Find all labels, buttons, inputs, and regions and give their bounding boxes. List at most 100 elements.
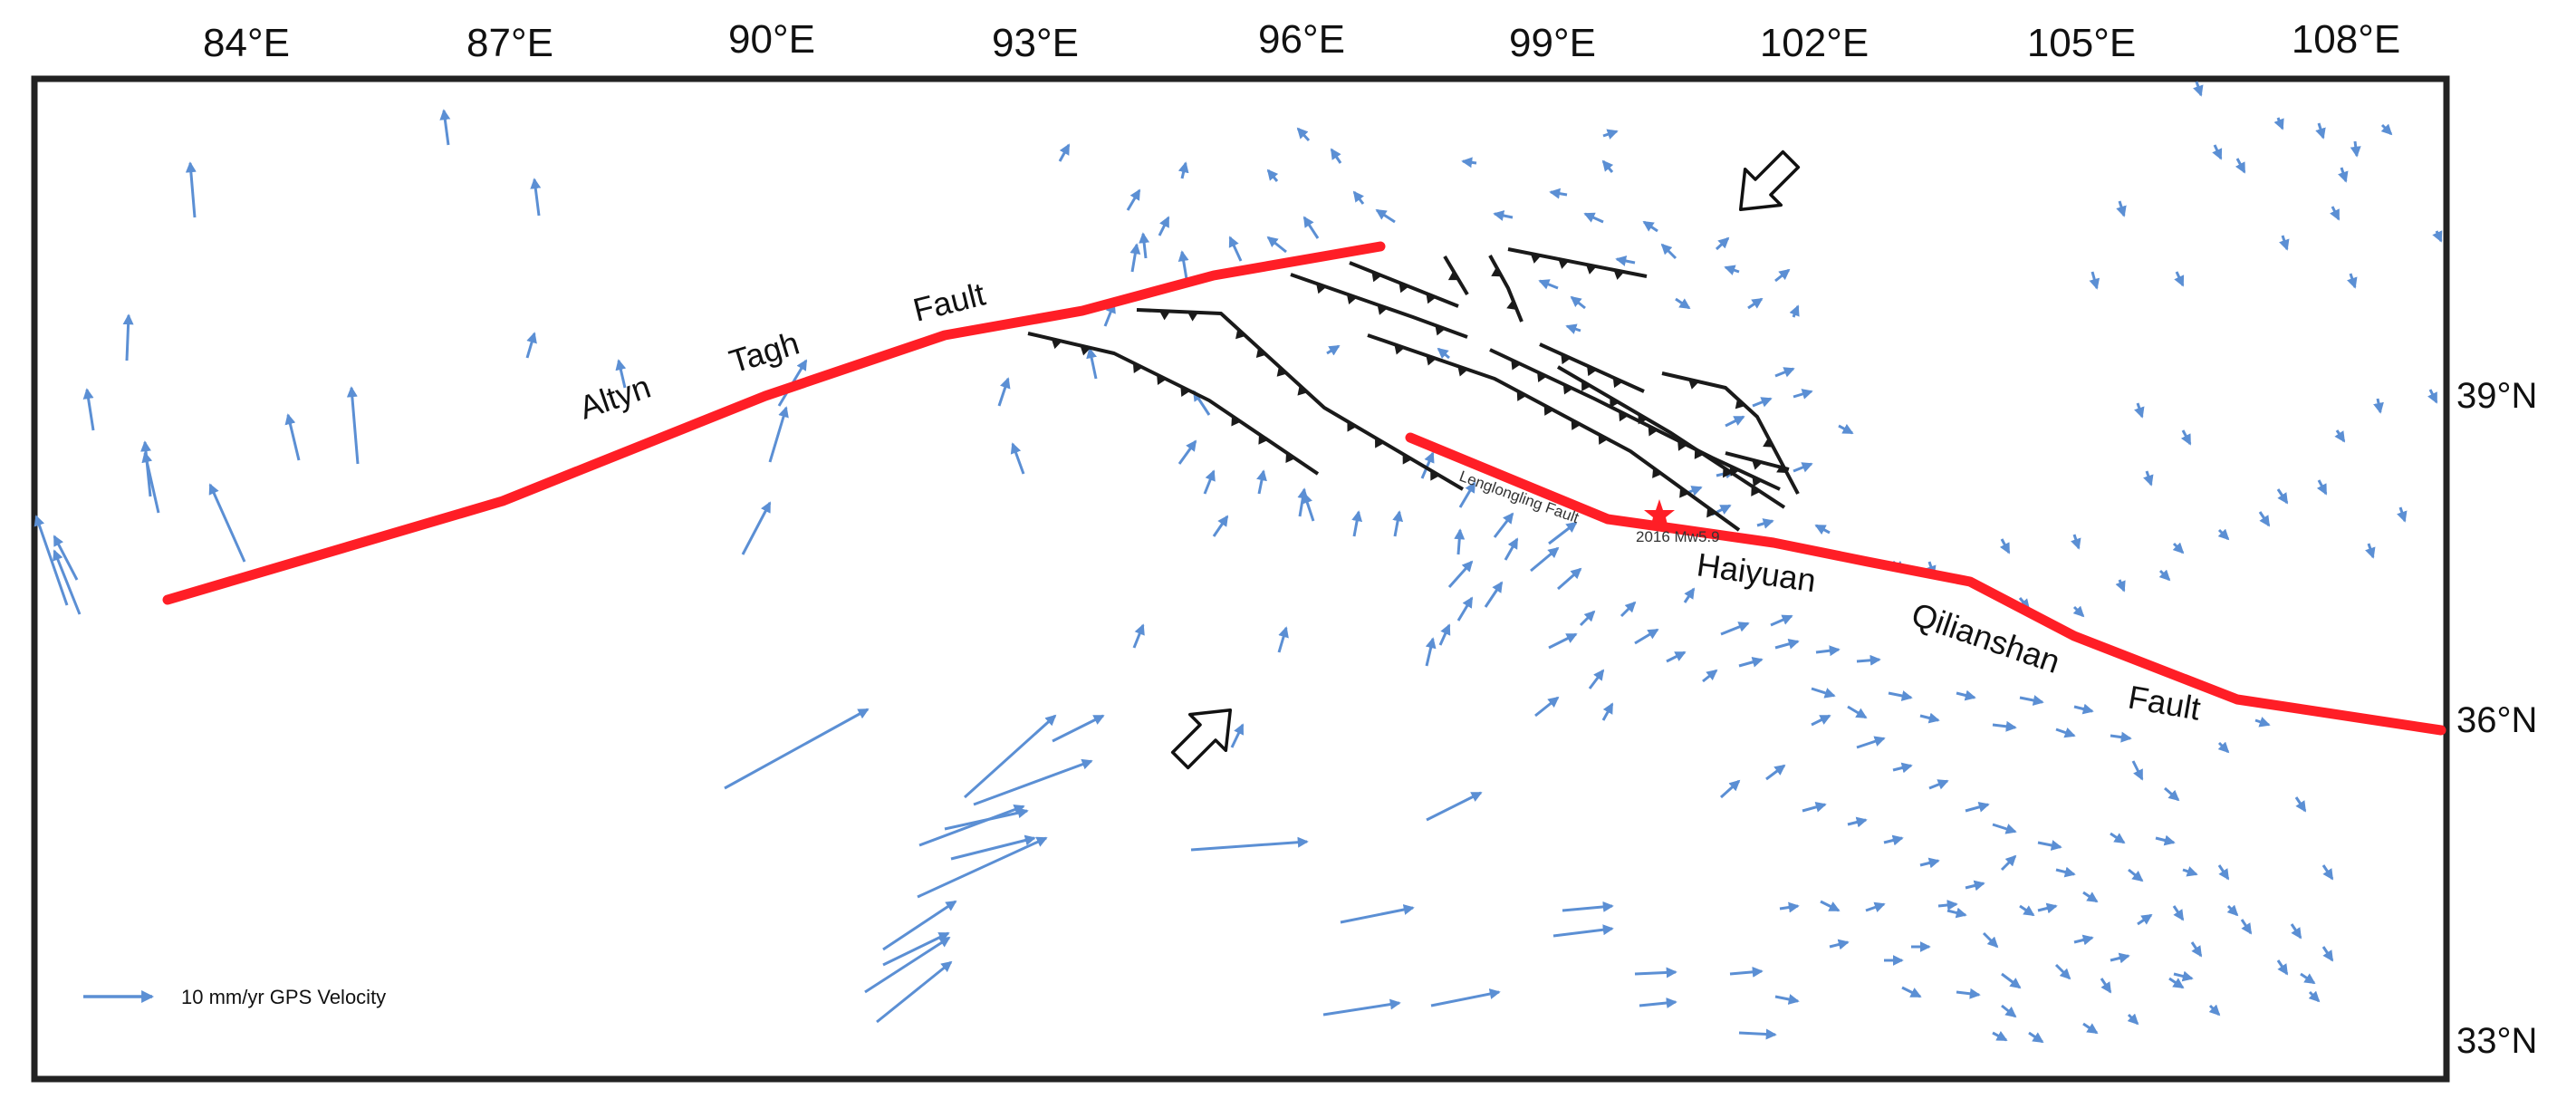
gps-velocity-arrow [82, 388, 95, 431]
gps-velocity-arrow [1883, 834, 1904, 846]
gps-velocity-arrow [1549, 188, 1568, 199]
thrust-tick-icon [1652, 467, 1662, 478]
gps-velocity-arrow [1493, 210, 1514, 221]
thrust-tick-icon [1677, 440, 1687, 451]
thrust-tick-icon [1371, 271, 1382, 283]
lon-label-108: 108°E [2292, 17, 2400, 62]
gps-velocity-arrow [1602, 129, 1619, 140]
thrust-tick-icon [1571, 419, 1581, 430]
longitude-axis-labels: 84°E 87°E 90°E 93°E 96°E 99°E 102°E 105°… [203, 17, 2400, 65]
gps-velocity-arrow [1815, 645, 1841, 657]
thrust-tick-icon [1638, 413, 1648, 425]
thrust-tick-icon [1375, 437, 1385, 448]
gps-velocity-arrow [1752, 397, 1773, 408]
gps-velocity-arrow [2173, 970, 2194, 982]
gps-velocity-arrow [1999, 538, 2011, 554]
gps-velocity-arrow [2373, 398, 2384, 414]
thrust-tick-icon [1132, 362, 1143, 373]
gps-velocity-arrow [1888, 690, 1913, 701]
gps-velocity-arrow [2072, 605, 2085, 618]
thrust-tick-icon [1752, 459, 1763, 470]
gps-velocity-arrow [1965, 880, 1985, 892]
gps-velocity-arrow [1789, 304, 1800, 318]
thrust-tick-icon [1447, 270, 1459, 281]
thrust-tick-icon [1543, 405, 1554, 416]
gps-velocity-arrow [882, 931, 950, 967]
gps-velocity-arrow [185, 161, 197, 218]
gps-velocity-arrow [2000, 854, 2017, 872]
thrust-tick-icon [1426, 293, 1437, 304]
gps-velocity-arrow [1534, 696, 1560, 718]
gps-velocity-arrow [1132, 623, 1145, 649]
gps-velocity-arrow [1177, 161, 1189, 179]
gps-velocity-arrow [2217, 528, 2230, 541]
gps-velocity-arrow [2290, 923, 2302, 940]
gps-velocity-arrow [1729, 966, 1764, 978]
gps-velocity-arrow [2100, 978, 2112, 994]
thrust-tick-icon [1706, 506, 1716, 518]
gps-velocity-arrow [1811, 687, 1836, 699]
thrust-tick-icon [1187, 312, 1198, 322]
gps-velocity-arrow [2276, 959, 2289, 976]
gps-velocity-arrow [1454, 528, 1466, 555]
gps-velocity-arrow [2365, 543, 2376, 559]
gps-velocity-arrow [2115, 579, 2126, 593]
gps-velocity-arrow [284, 413, 301, 461]
gps-velocity-arrow [615, 359, 627, 389]
gps-velocity-arrow [1565, 323, 1581, 334]
gps-velocity-arrow [1946, 907, 1967, 919]
map-frame [31, 75, 2450, 1083]
gps-velocity-arrow [1856, 654, 1881, 666]
thrust-tick-icon [1562, 383, 1573, 395]
gps-velocity-arrow [2273, 117, 2284, 130]
gps-velocity-arrow [1639, 998, 1677, 1008]
gps-velocity-arrow [1660, 243, 1677, 260]
gps-velocity-arrow [2254, 717, 2271, 728]
thrust-tick-icon [1511, 359, 1522, 371]
gps-velocity-arrow [2193, 81, 2204, 97]
gps-velocity-arrow [2001, 972, 2022, 989]
gps-velocity-arrow [1829, 939, 1850, 950]
gps-velocity-arrow [1992, 823, 2017, 834]
gps-velocity-arrow [2131, 760, 2144, 781]
thrust-tick-icon [1648, 425, 1658, 437]
gps-velocity-arrow [2143, 470, 2154, 487]
gps-velocity-arrow [1601, 159, 1614, 173]
gps-velocity-arrow [1158, 216, 1170, 236]
gps-velocity-arrow [1838, 423, 1854, 435]
gps-velocity-arrow [1856, 736, 1886, 749]
gps-velocity-arrow [1774, 638, 1800, 650]
gps-velocity-arrow [1538, 279, 1559, 290]
gps-velocity-arrow [1058, 143, 1071, 162]
gps-velocity-arrow [1770, 614, 1793, 627]
lon-label-99: 99°E [1509, 21, 1596, 65]
gps-velocity-arrow [1129, 243, 1141, 273]
gps-velocity-arrow [1919, 712, 1940, 724]
lon-label-96: 96°E [1258, 17, 1345, 62]
thrust-tick-icon [1180, 386, 1191, 397]
gps-velocity-arrow [2258, 511, 2271, 527]
gps-velocity-arrow [1774, 367, 1795, 378]
thrust-tick-icon [1316, 283, 1327, 294]
gps-velocity-arrow [1747, 297, 1764, 310]
gps-velocity-arrow [1579, 610, 1596, 627]
gps-velocity-arrow [1504, 537, 1519, 561]
gps-velocity-arrow [1266, 236, 1287, 254]
gps-velocity-arrow [2089, 271, 2100, 290]
thrust-tick-icon [1619, 410, 1629, 422]
gps-velocity-arrow [1256, 469, 1267, 495]
gps-velocity-arrow [2174, 271, 2185, 287]
thrust-tick-icon [1585, 264, 1597, 275]
gps-velocity-arrow [2037, 902, 2058, 914]
gps-velocity-arrow [2172, 905, 2185, 921]
gps-velocity-arrow [1562, 901, 1614, 912]
gps-velocity-arrow [1426, 791, 1483, 822]
thrust-tick-icon [1688, 379, 1699, 390]
gps-velocity-arrow [2001, 1004, 2017, 1018]
gps-velocity-arrow [882, 900, 957, 951]
thrust-tick-icon [1694, 448, 1705, 459]
gps-velocity-arrow [2028, 1031, 2044, 1044]
gps-velocity-arrow [724, 708, 870, 790]
gps-velocity-arrow [1430, 988, 1501, 1007]
thrust-tick-icon [1430, 469, 1440, 481]
